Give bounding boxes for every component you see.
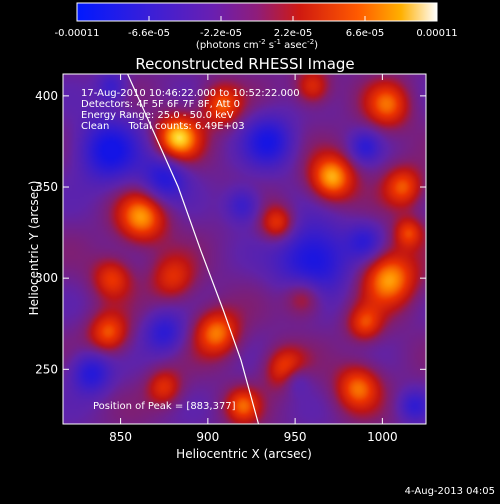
solar-limb-curve bbox=[127, 74, 260, 424]
colorbar-tick-label: -6.6e-05 bbox=[128, 28, 170, 39]
heatmap-image bbox=[63, 74, 426, 424]
y-tick-label: 350 bbox=[35, 180, 58, 194]
colorbar-tick-label: -2.2e-05 bbox=[200, 28, 242, 39]
footer-date: 4-Aug-2013 04:05 bbox=[405, 486, 495, 497]
y-tick-label: 250 bbox=[35, 362, 58, 376]
y-axis-label: Heliocentric Y (arcsec) bbox=[27, 181, 41, 316]
colorbar-tick-label: 2.2e-05 bbox=[274, 28, 312, 39]
x-tick-label: 850 bbox=[109, 430, 132, 444]
y-axis-ticks: 250 300 350 400 bbox=[35, 89, 426, 376]
annotation-detectors: Detectors: 4F 5F 6F 7F 8F, Att 0 bbox=[81, 99, 240, 110]
colorbar-tick-label: 6.6e-05 bbox=[346, 28, 384, 39]
colorbar-tick-label: -0.00011 bbox=[55, 28, 100, 39]
x-axis-label: Heliocentric X (arcsec) bbox=[176, 447, 312, 461]
y-tick-label: 400 bbox=[35, 89, 58, 103]
annotation-peak-position: Position of Peak = [883,377] bbox=[93, 401, 236, 412]
plot-annotations: 17-Aug-2010 10:46:22.000 to 10:52:22.000… bbox=[81, 88, 300, 412]
annotation-total-counts: Clean Total counts: 6.49E+03 bbox=[81, 121, 245, 132]
colorbar-units: (photons cm-2 s-1 asec-2) bbox=[196, 38, 318, 51]
x-tick-label: 950 bbox=[284, 430, 307, 444]
chart-title: Reconstructed RHESSI Image bbox=[135, 55, 354, 73]
colorbar bbox=[76, 2, 438, 22]
y-tick-label: 300 bbox=[35, 271, 58, 285]
x-tick-label: 1000 bbox=[367, 430, 398, 444]
colorbar-tick-label: 0.00011 bbox=[416, 28, 457, 39]
x-tick-label: 900 bbox=[196, 430, 219, 444]
plot-frame bbox=[62, 73, 427, 425]
colorbar-ticks: -0.00011 -6.6e-05 -2.2e-05 2.2e-05 6.6e-05 0.… bbox=[55, 16, 458, 39]
annotation-time-range: 17-Aug-2010 10:46:22.000 to 10:52:22.000 bbox=[81, 88, 300, 99]
annotation-energy-range: Energy Range: 25.0 - 50.0 keV bbox=[81, 110, 234, 121]
x-axis-ticks: 850 900 950 1000 bbox=[109, 74, 398, 444]
